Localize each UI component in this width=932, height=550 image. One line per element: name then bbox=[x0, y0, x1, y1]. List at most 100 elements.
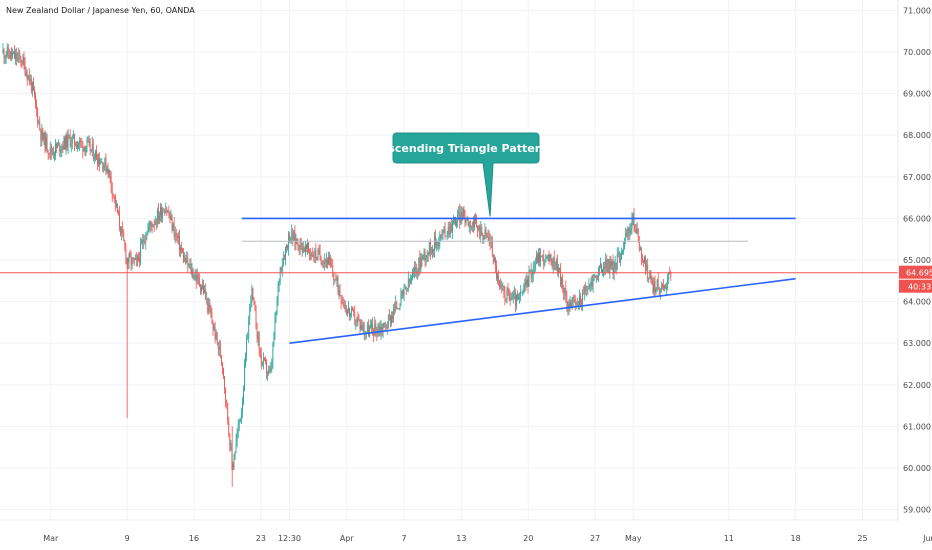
candle-body bbox=[368, 325, 369, 336]
candle-body bbox=[238, 421, 240, 425]
candle-body bbox=[270, 367, 272, 372]
last-price-value: 64.695 bbox=[906, 269, 932, 278]
bar-countdown-value: 40:33 bbox=[908, 283, 931, 292]
candle-body bbox=[293, 231, 295, 241]
candle-body bbox=[211, 315, 213, 324]
candle-body bbox=[179, 235, 180, 251]
candle-body bbox=[425, 257, 427, 261]
candle-body bbox=[222, 362, 223, 369]
candle-body bbox=[566, 295, 568, 309]
candle-body bbox=[69, 136, 71, 147]
candle-body bbox=[170, 216, 172, 220]
candle-body bbox=[433, 249, 434, 251]
candle-body bbox=[158, 210, 159, 220]
candle-body bbox=[662, 284, 663, 287]
candle-body bbox=[274, 318, 276, 337]
candle-body bbox=[414, 267, 415, 272]
candle-body bbox=[3, 49, 5, 59]
y-axis[interactable]: 59.000 60.000 61.000 62.000 63.000 64.000 65.0… bbox=[903, 6, 931, 514]
candle-body bbox=[165, 209, 167, 213]
y-tick-label: 70.000 bbox=[903, 48, 931, 57]
candle-body bbox=[651, 280, 653, 285]
candle-body bbox=[53, 152, 54, 155]
candle-body bbox=[8, 54, 10, 59]
candle-body bbox=[219, 346, 221, 358]
candle-body bbox=[641, 247, 642, 259]
candlestick-series bbox=[2, 43, 672, 487]
candle-body bbox=[48, 153, 50, 155]
candle-body bbox=[290, 239, 292, 243]
candle-body bbox=[202, 285, 203, 288]
candle-body bbox=[114, 196, 116, 206]
candle-body bbox=[511, 297, 513, 299]
candle-body bbox=[464, 216, 466, 223]
candle-body bbox=[98, 158, 99, 165]
candle-body bbox=[243, 388, 244, 404]
candle-body bbox=[38, 121, 40, 123]
candle-body bbox=[440, 235, 442, 236]
support-trendline[interactable] bbox=[289, 277, 796, 344]
candle-body bbox=[91, 144, 93, 150]
x-tick-label: 18 bbox=[791, 534, 801, 543]
candle-body bbox=[390, 316, 391, 324]
candle-body bbox=[332, 266, 334, 274]
candle-body bbox=[575, 303, 577, 305]
candle-body bbox=[334, 279, 336, 280]
candle-body bbox=[468, 221, 470, 226]
y-tick-label: 68.000 bbox=[903, 131, 931, 140]
candle-body bbox=[191, 269, 193, 273]
candle-body bbox=[273, 336, 275, 345]
candle-body bbox=[78, 144, 79, 145]
candle-body bbox=[467, 218, 469, 226]
candle-body bbox=[593, 275, 595, 277]
candle-body bbox=[643, 260, 644, 262]
candle-body bbox=[670, 273, 672, 278]
candle-body bbox=[64, 137, 66, 150]
candle-body bbox=[225, 389, 226, 401]
x-axis[interactable]: Mar 9 16 23 12:30 Apr 7 13 20 27 May 11 18 25 Jun bbox=[43, 534, 932, 543]
candle-body bbox=[261, 362, 263, 365]
candle-body bbox=[4, 57, 6, 59]
candle-body bbox=[42, 130, 44, 140]
candle-body bbox=[108, 170, 110, 175]
candle-body bbox=[89, 141, 91, 152]
candle-body bbox=[294, 231, 296, 244]
candle-body bbox=[317, 249, 319, 260]
candle-body bbox=[194, 275, 196, 278]
candle-body bbox=[529, 269, 531, 271]
candle-body bbox=[200, 285, 201, 291]
candle-body bbox=[326, 259, 327, 262]
candle-body bbox=[623, 248, 624, 251]
candle-body bbox=[352, 308, 354, 310]
candle-body bbox=[542, 255, 544, 257]
candle-body bbox=[389, 315, 390, 317]
candle-body bbox=[479, 225, 481, 237]
candle-body bbox=[386, 327, 388, 329]
candle-body bbox=[335, 279, 337, 281]
candle-body bbox=[650, 271, 652, 281]
candle-body bbox=[77, 144, 78, 149]
candle-body bbox=[119, 213, 120, 228]
candle-body bbox=[519, 296, 520, 298]
candle-body bbox=[434, 236, 435, 251]
pattern-callout[interactable]: Ascending Triangle Pattern. bbox=[380, 132, 552, 217]
candle-body bbox=[437, 241, 439, 247]
candle-body bbox=[70, 143, 72, 147]
candle-body bbox=[422, 254, 424, 260]
candle-body bbox=[286, 245, 287, 248]
candle-body bbox=[49, 146, 51, 154]
candle-body bbox=[406, 288, 408, 290]
candle-body bbox=[538, 252, 539, 263]
candle-body bbox=[656, 279, 658, 289]
candle-body bbox=[578, 304, 579, 306]
x-tick-label: 23 bbox=[256, 534, 266, 543]
candle-body bbox=[65, 135, 67, 150]
candle-body bbox=[203, 285, 204, 293]
candle-body bbox=[595, 275, 597, 278]
candle-body bbox=[603, 265, 604, 271]
candle-body bbox=[251, 287, 253, 302]
price-tag-box bbox=[899, 265, 932, 279]
candle-body bbox=[30, 79, 32, 91]
candle-body bbox=[21, 63, 23, 65]
